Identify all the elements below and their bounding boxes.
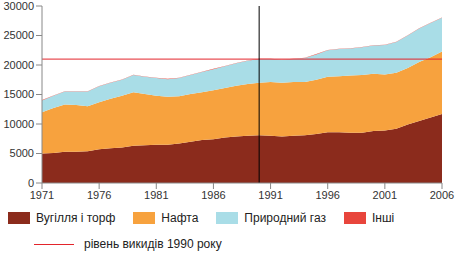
svg-text:20000: 20000 xyxy=(8,59,34,71)
svg-text:30000: 30000 xyxy=(8,0,34,12)
svg-text:1976: 1976 xyxy=(87,189,111,201)
svg-text:2001: 2001 xyxy=(373,189,397,201)
svg-text:0: 0 xyxy=(28,177,34,189)
svg-text:1986: 1986 xyxy=(201,189,225,201)
svg-text:1991: 1991 xyxy=(258,189,282,201)
html-text:рівень викидів 1990 року: рівень викидів 1990 року xyxy=(84,237,222,251)
html-text:Природний газ: Природний газ xyxy=(244,211,326,225)
svg-text:15000: 15000 xyxy=(8,88,34,100)
svg-text:5000: 5000 xyxy=(10,147,34,159)
svg-text:2006: 2006 xyxy=(430,189,450,201)
svg-text:1981: 1981 xyxy=(144,189,168,201)
html-text:Вугілля і торф: Вугілля і торф xyxy=(36,211,116,225)
svg-text:25000: 25000 xyxy=(8,29,34,41)
svg-text:1971: 1971 xyxy=(30,189,54,201)
html-text:Інші: Інші xyxy=(371,211,395,225)
svg-text:1996: 1996 xyxy=(315,189,339,201)
svg-text:10000: 10000 xyxy=(8,118,34,130)
html-text:Нафта: Нафта xyxy=(161,211,199,225)
